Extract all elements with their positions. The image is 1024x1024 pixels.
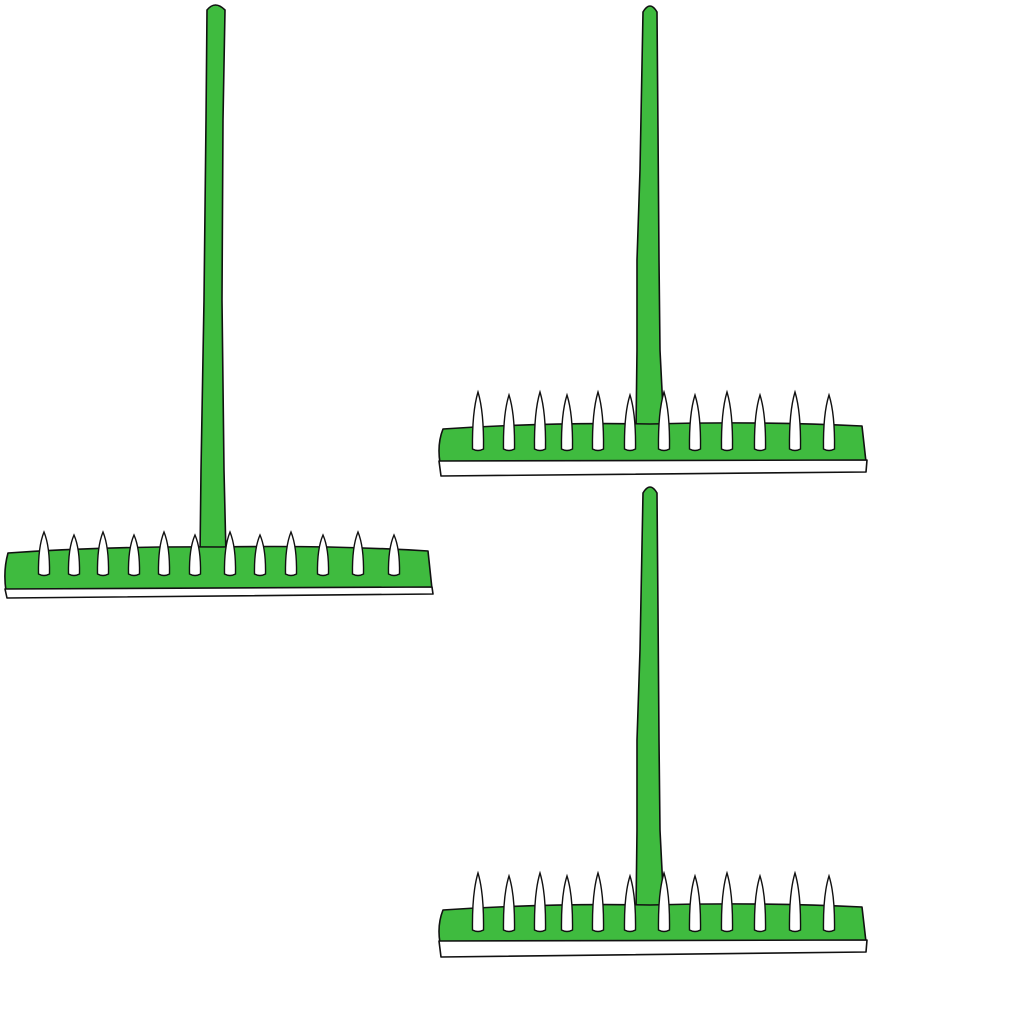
- rake-tine: [560, 392, 574, 452]
- rake-top-right-head-underside: [438, 459, 868, 477]
- rake-tine: [96, 530, 110, 577]
- rake-bottom-right-handle: [635, 486, 665, 911]
- rake-tine: [37, 530, 51, 577]
- rake-tine: [591, 389, 605, 452]
- rake-tine: [502, 392, 516, 452]
- rake-tine: [471, 870, 485, 933]
- rake-top-right-handle: [635, 5, 665, 431]
- rake-top-right: [438, 5, 868, 477]
- rake-tine: [387, 533, 401, 577]
- rake-bottom-right-tines: [471, 870, 836, 933]
- rake-tine: [316, 533, 330, 577]
- rake-left-head-underside: [4, 586, 434, 599]
- rake-tine: [471, 389, 485, 452]
- rake-tine: [127, 533, 141, 577]
- rake-tine: [223, 530, 237, 577]
- rake-tine: [560, 873, 574, 933]
- rake-tine: [822, 392, 836, 452]
- rake-tine: [253, 533, 267, 577]
- rake-tine: [502, 873, 516, 933]
- rake-tine: [720, 870, 734, 933]
- rake-tine: [623, 873, 637, 933]
- rake-tine: [657, 389, 671, 452]
- rake-tine: [188, 533, 202, 577]
- rake-top-right-tines: [471, 389, 836, 452]
- rake-tine: [788, 870, 802, 933]
- rake-tine: [753, 392, 767, 452]
- rake-tine: [67, 533, 81, 577]
- rake-tine: [533, 870, 547, 933]
- rake-tine: [351, 530, 365, 577]
- rake-tine: [688, 873, 702, 933]
- rake-tine: [822, 873, 836, 933]
- rake-tine: [157, 530, 171, 577]
- rake-tine: [753, 873, 767, 933]
- rake-tine: [788, 389, 802, 452]
- rake-tine: [657, 870, 671, 933]
- rake-tine: [533, 389, 547, 452]
- rake-left-handle: [199, 4, 227, 557]
- rake-tine: [688, 392, 702, 452]
- rake-left-tines: [37, 530, 401, 577]
- rake-bottom-right-head-underside: [438, 939, 868, 958]
- rake-bottom-right: [438, 486, 868, 958]
- rake-tine: [720, 389, 734, 452]
- rake-tine: [623, 392, 637, 452]
- rake-tine: [284, 530, 298, 577]
- rake-tine: [591, 870, 605, 933]
- rake-left: [4, 4, 434, 599]
